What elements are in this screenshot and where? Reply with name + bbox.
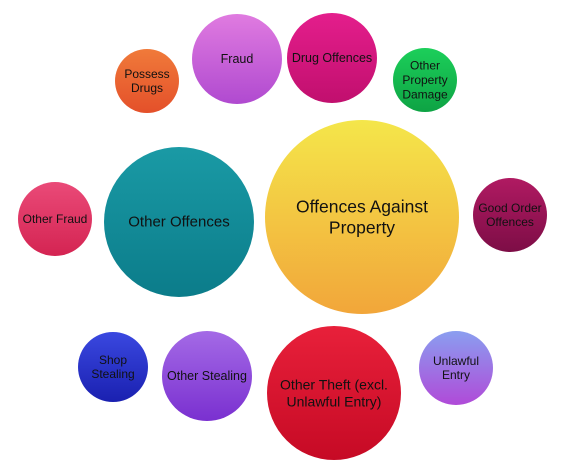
bubble-label-other-theft: Unlawful Entry) [287, 393, 382, 409]
bubble-label-fraud: Fraud [221, 52, 254, 66]
bubble-circle-shop-stealing [78, 332, 148, 402]
bubble-label-other-property-damage: Property [402, 73, 447, 87]
bubble-circle-fraud [192, 14, 282, 104]
bubble-label-unlawful-entry: Unlawful [433, 354, 479, 368]
bubble-label-good-order-offences: Offences [486, 215, 534, 229]
bubble-label-other-property-damage: Other [410, 59, 440, 73]
bubble-label-other-theft: Other Theft (excl. [280, 377, 388, 393]
bubble-circle-other-offences [104, 147, 254, 297]
bubble-circle-other-stealing [162, 331, 252, 421]
bubble-drug-offences: Drug Offences [287, 13, 377, 103]
bubble-circle-other-fraud [18, 182, 92, 256]
bubble-other-fraud: Other Fraud [18, 182, 92, 256]
bubble-label-unlawful-entry: Entry [442, 368, 470, 382]
bubble-label-shop-stealing: Shop [99, 353, 127, 367]
bubble-circle-possess-drugs [115, 49, 179, 113]
bubble-label-shop-stealing: Stealing [91, 367, 134, 381]
bubble-label-possess-drugs: Drugs [131, 81, 163, 95]
bubble-label-other-fraud: Other Fraud [23, 212, 88, 226]
bubble-label-offences-against-property: Offences Against [296, 197, 428, 217]
bubble-label-drug-offences: Drug Offences [292, 51, 372, 65]
bubble-fraud: Fraud [192, 14, 282, 104]
bubble-label-good-order-offences: Good Order [478, 201, 541, 215]
bubble-circle-other-property-damage [393, 48, 457, 112]
bubble-label-possess-drugs: Possess [124, 67, 169, 81]
bubble-other-theft: Other Theft (excl.Unlawful Entry) [267, 326, 401, 460]
bubble-circle-drug-offences [287, 13, 377, 103]
bubble-label-other-property-damage: Damage [402, 87, 448, 101]
bubble-circle-other-theft [267, 326, 401, 460]
bubble-label-other-stealing: Other Stealing [167, 369, 247, 383]
bubble-circle-good-order-offences [473, 178, 547, 252]
bubble-circle-offences-against-property [265, 120, 459, 314]
bubble-other-stealing: Other Stealing [162, 331, 252, 421]
bubble-other-offences: Other Offences [104, 147, 254, 297]
bubble-label-offences-against-property: Property [329, 218, 395, 238]
bubble-circle-unlawful-entry [419, 331, 493, 405]
bubble-label-other-offences: Other Offences [128, 214, 229, 231]
